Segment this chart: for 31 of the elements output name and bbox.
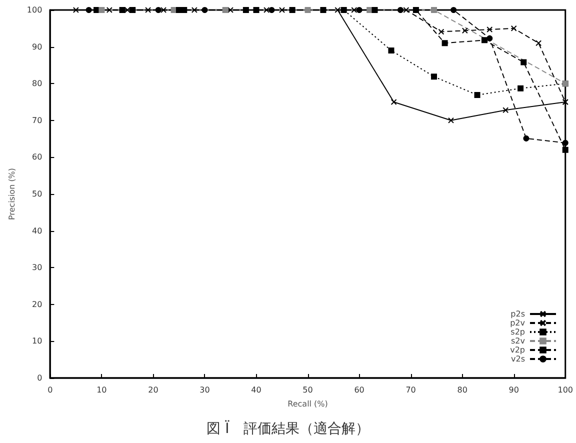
text: 図 Ï 評価結果（適合解） <box>206 420 370 437</box>
x-tick-label: 10 <box>96 386 107 394</box>
y-axis-title: Precision (%) <box>8 168 16 220</box>
y-tick-label: 20 <box>32 300 42 309</box>
y-tick-label: 70 <box>32 116 42 125</box>
y-tick-label: 50 <box>32 190 42 198</box>
x-tick-label: 20 <box>148 386 158 394</box>
y-tick-label: 80 <box>32 79 42 88</box>
y-tick-label: 100 <box>26 6 42 14</box>
y-tick-label: 40 <box>32 226 42 236</box>
legend-label: v2s <box>511 354 525 364</box>
x-tick-label: 30 <box>200 386 210 394</box>
y-tick-label: 10 <box>32 336 42 346</box>
y-tick-label: 60 <box>32 152 42 162</box>
x-tick-label: 0 <box>48 386 53 394</box>
legend-label: s2v <box>511 336 526 346</box>
x-tick-label: 90 <box>508 386 519 394</box>
x-tick-label: 100 <box>558 386 574 394</box>
x-tick-label: 70 <box>406 386 416 394</box>
x-tick-label: 60 <box>354 386 364 394</box>
legend-label: p2s <box>510 310 525 318</box>
y-tick-label: 90 <box>32 42 42 52</box>
x-tick-label: 40 <box>251 386 262 394</box>
x-tick-label: 80 <box>457 386 468 394</box>
legend-label: s2p <box>510 328 525 336</box>
y-tick-label: 0 <box>37 374 42 382</box>
x-tick-label: 50 <box>302 386 313 394</box>
x-axis-title: Recall (%) <box>288 400 328 408</box>
legend-label: v2p <box>510 346 525 354</box>
legend-label: p2v <box>510 318 526 328</box>
y-tick-label: 30 <box>32 263 42 272</box>
